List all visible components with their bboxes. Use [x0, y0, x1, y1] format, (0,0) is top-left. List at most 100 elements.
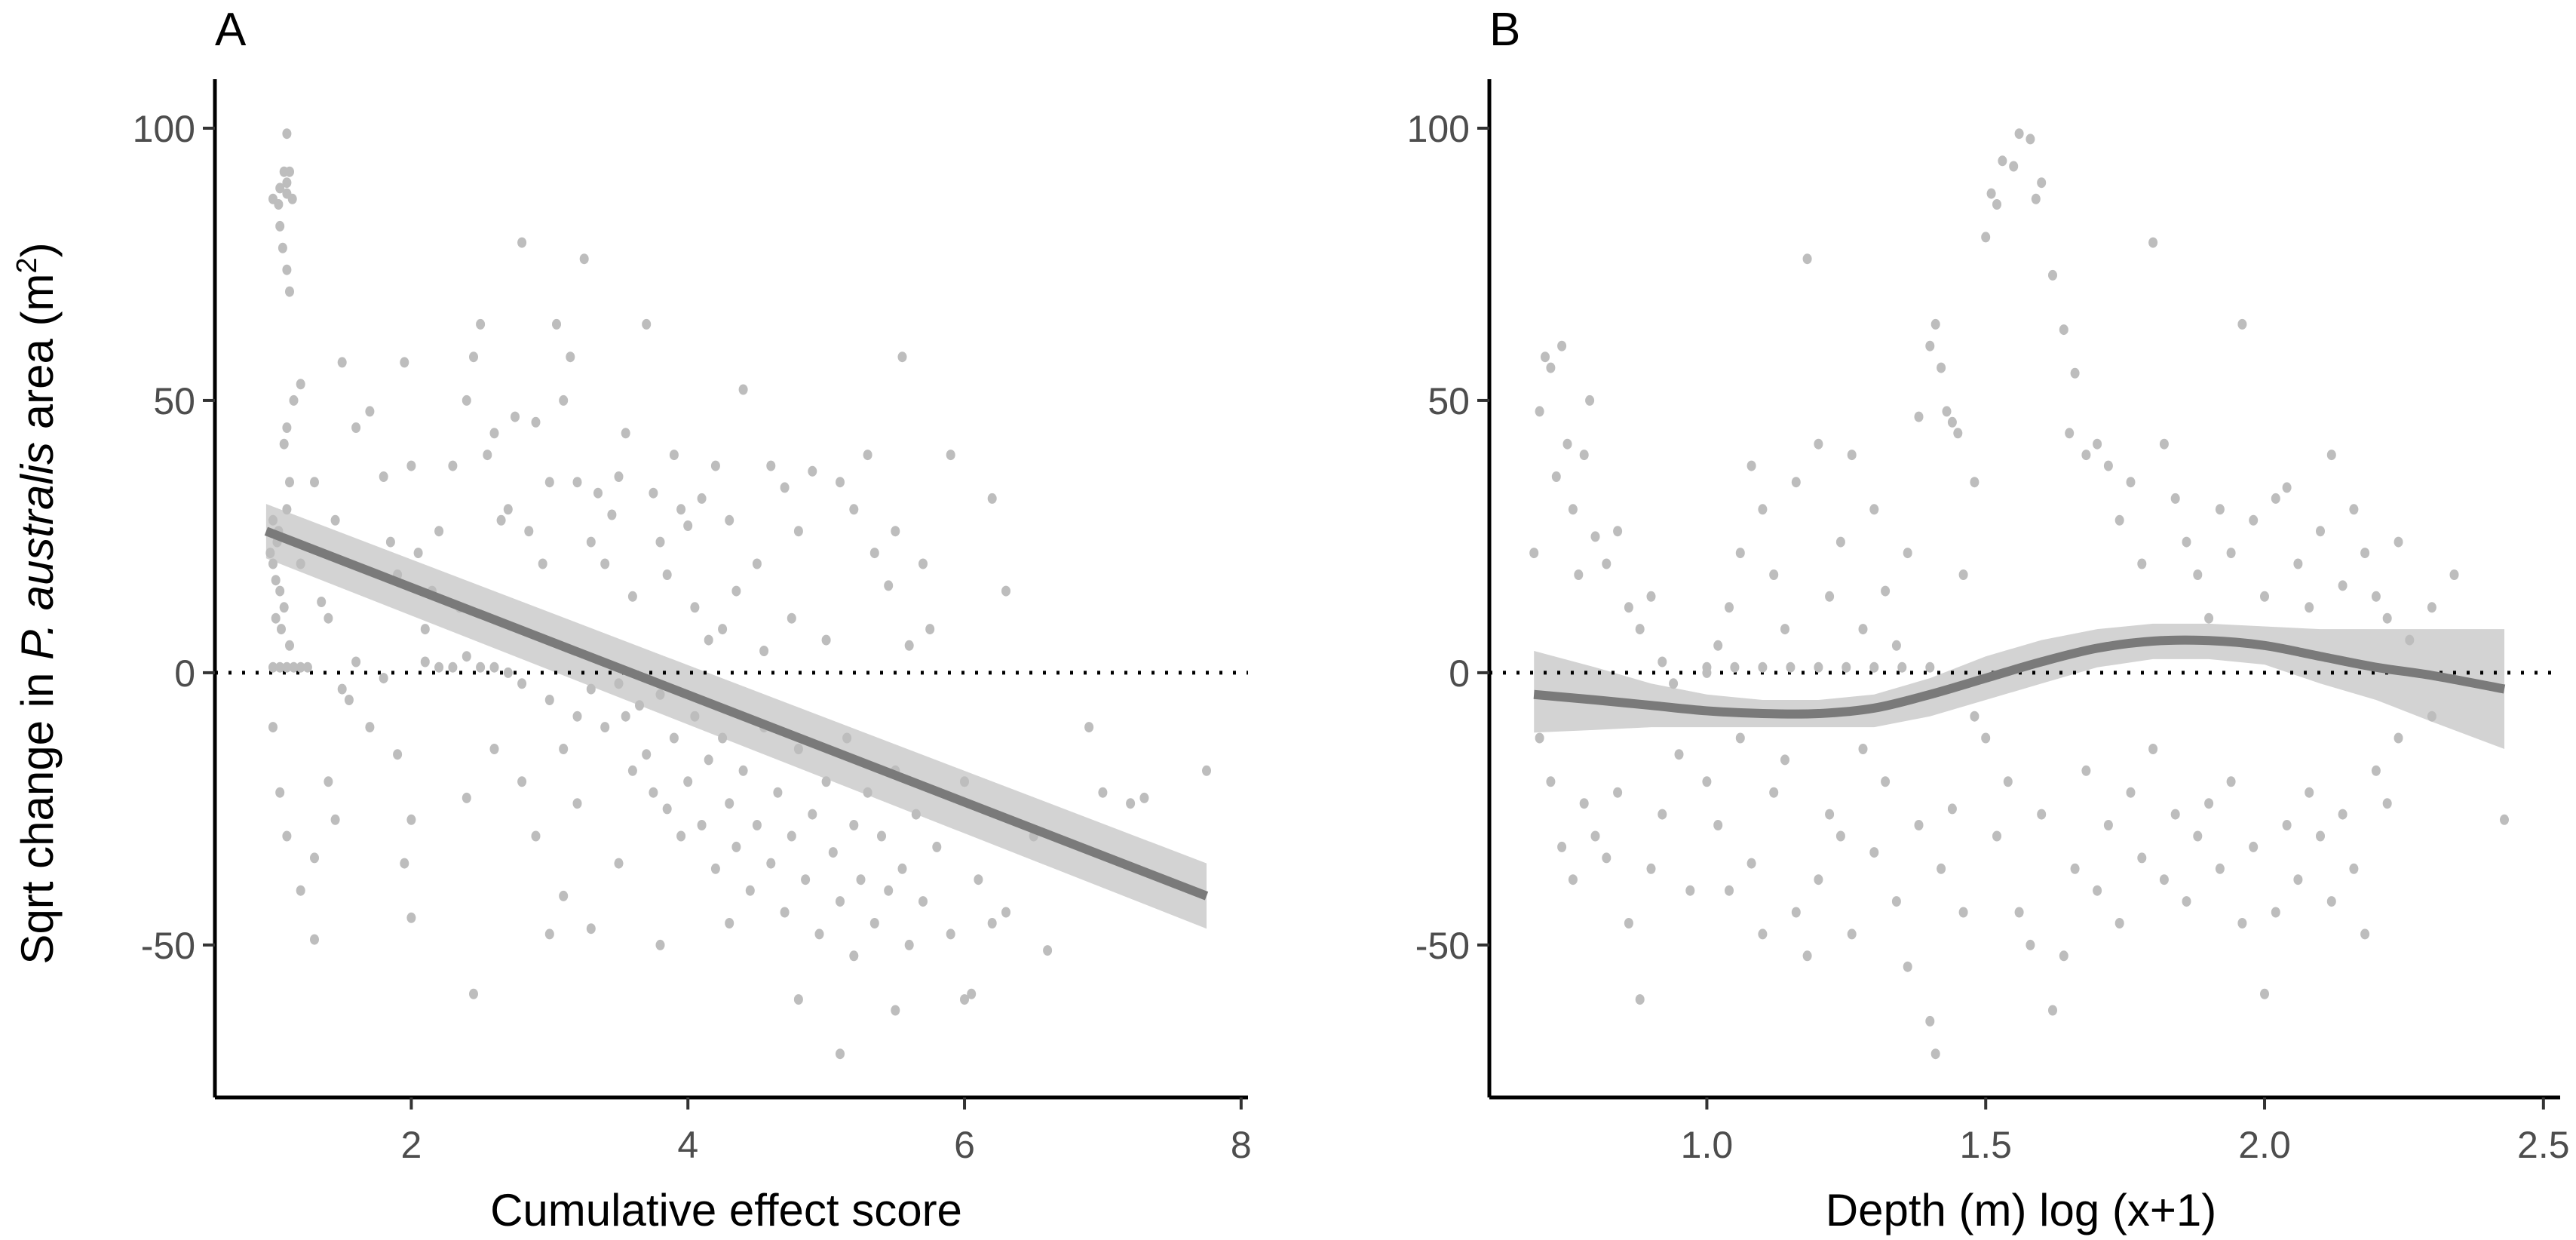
data-point: [1579, 798, 1589, 809]
data-point: [1942, 406, 1952, 417]
data-point: [793, 744, 803, 754]
data-point: [1758, 661, 1768, 673]
data-point: [1981, 732, 1991, 744]
data-point: [918, 558, 928, 569]
data-point: [1914, 411, 1924, 422]
data-point: [718, 624, 728, 635]
data-point: [1814, 874, 1823, 885]
data-point: [863, 450, 872, 461]
data-point: [1730, 661, 1740, 673]
data-point: [268, 514, 278, 526]
data-point: [2371, 765, 2381, 776]
data-point: [1098, 787, 1108, 798]
data-point: [891, 526, 900, 537]
data-point: [2338, 580, 2348, 591]
data-point: [932, 841, 942, 852]
data-point: [960, 776, 969, 787]
data-point: [1084, 722, 1094, 733]
panel-b: B 1.0 1.5 2.0 2.5 100 50 0 -50 Depth (m) log (x…: [1407, 4, 2570, 1235]
data-point: [642, 318, 652, 330]
data-point: [731, 585, 741, 597]
data-point: [1814, 438, 1823, 450]
data-point: [271, 575, 281, 586]
data-point: [1546, 776, 1556, 787]
data-point: [1947, 803, 1957, 815]
data-point: [296, 661, 305, 673]
y-tick-label-b: 50: [1428, 380, 1470, 422]
data-point: [1780, 754, 1789, 766]
data-point: [808, 465, 817, 477]
data-point: [2249, 841, 2259, 852]
data-point: [282, 177, 292, 189]
data-point: [967, 988, 977, 999]
data-point: [2103, 820, 2113, 830]
data-point: [1858, 624, 1868, 635]
data-point: [627, 765, 637, 776]
data-point: [676, 830, 686, 842]
data-point: [1891, 896, 1901, 907]
data-point: [282, 128, 292, 140]
data-point: [531, 416, 541, 428]
data-point: [365, 722, 375, 733]
data-point: [462, 792, 471, 803]
data-point: [1869, 847, 1879, 858]
data-point: [787, 830, 796, 842]
data-point: [330, 514, 340, 526]
data-point: [2159, 438, 2169, 450]
data-point: [1802, 950, 1812, 962]
data-point: [1802, 253, 1812, 265]
data-point: [987, 918, 997, 928]
data-point: [1579, 450, 1589, 461]
data-point: [282, 504, 292, 515]
data-point: [725, 514, 734, 526]
data-point: [2237, 318, 2247, 330]
data-point: [586, 683, 596, 695]
data-point: [738, 384, 748, 395]
fit-curve-b: [1533, 635, 2506, 719]
data-point: [836, 477, 845, 488]
data-point: [1669, 678, 1679, 689]
data-point: [1557, 841, 1567, 852]
data-point: [517, 237, 527, 248]
data-point: [2026, 134, 2035, 145]
data-point: [277, 624, 286, 635]
panel-label-b: B: [1489, 4, 1520, 56]
x-tick-label-b: 1.0: [1681, 1124, 1734, 1166]
data-point: [2260, 591, 2269, 602]
data-point: [282, 830, 292, 842]
data-point: [621, 711, 630, 722]
data-point: [1635, 994, 1645, 1005]
data-point: [911, 809, 921, 820]
scatter-points-b: [1529, 128, 2509, 1060]
data-point: [1613, 526, 1623, 537]
data-point: [282, 188, 292, 199]
data-point: [759, 646, 769, 656]
data-point: [282, 264, 292, 275]
data-point: [2405, 634, 2415, 646]
data-point: [808, 809, 817, 820]
data-point: [884, 580, 894, 591]
data-point: [1535, 406, 1544, 417]
data-point: [793, 994, 803, 1005]
data-point: [268, 722, 278, 733]
data-point: [1903, 548, 1912, 559]
data-point: [1791, 907, 1801, 918]
data-point: [1847, 450, 1857, 461]
data-point: [849, 504, 859, 515]
data-point: [420, 656, 430, 668]
y-tick-label-b: 0: [1449, 652, 1470, 695]
data-point: [1858, 744, 1868, 754]
data-point: [1825, 591, 1835, 602]
data-point: [718, 732, 728, 744]
y-tick-label-a: 0: [174, 652, 195, 695]
data-point: [2048, 1005, 2057, 1016]
confidence-ribbon-b: [1534, 623, 2504, 749]
data-point: [517, 678, 527, 689]
data-point: [1646, 591, 1656, 602]
data-point: [1541, 351, 1550, 363]
data-point: [275, 661, 285, 673]
data-point: [1602, 852, 1612, 864]
data-point: [296, 558, 305, 569]
data-point: [821, 776, 831, 787]
